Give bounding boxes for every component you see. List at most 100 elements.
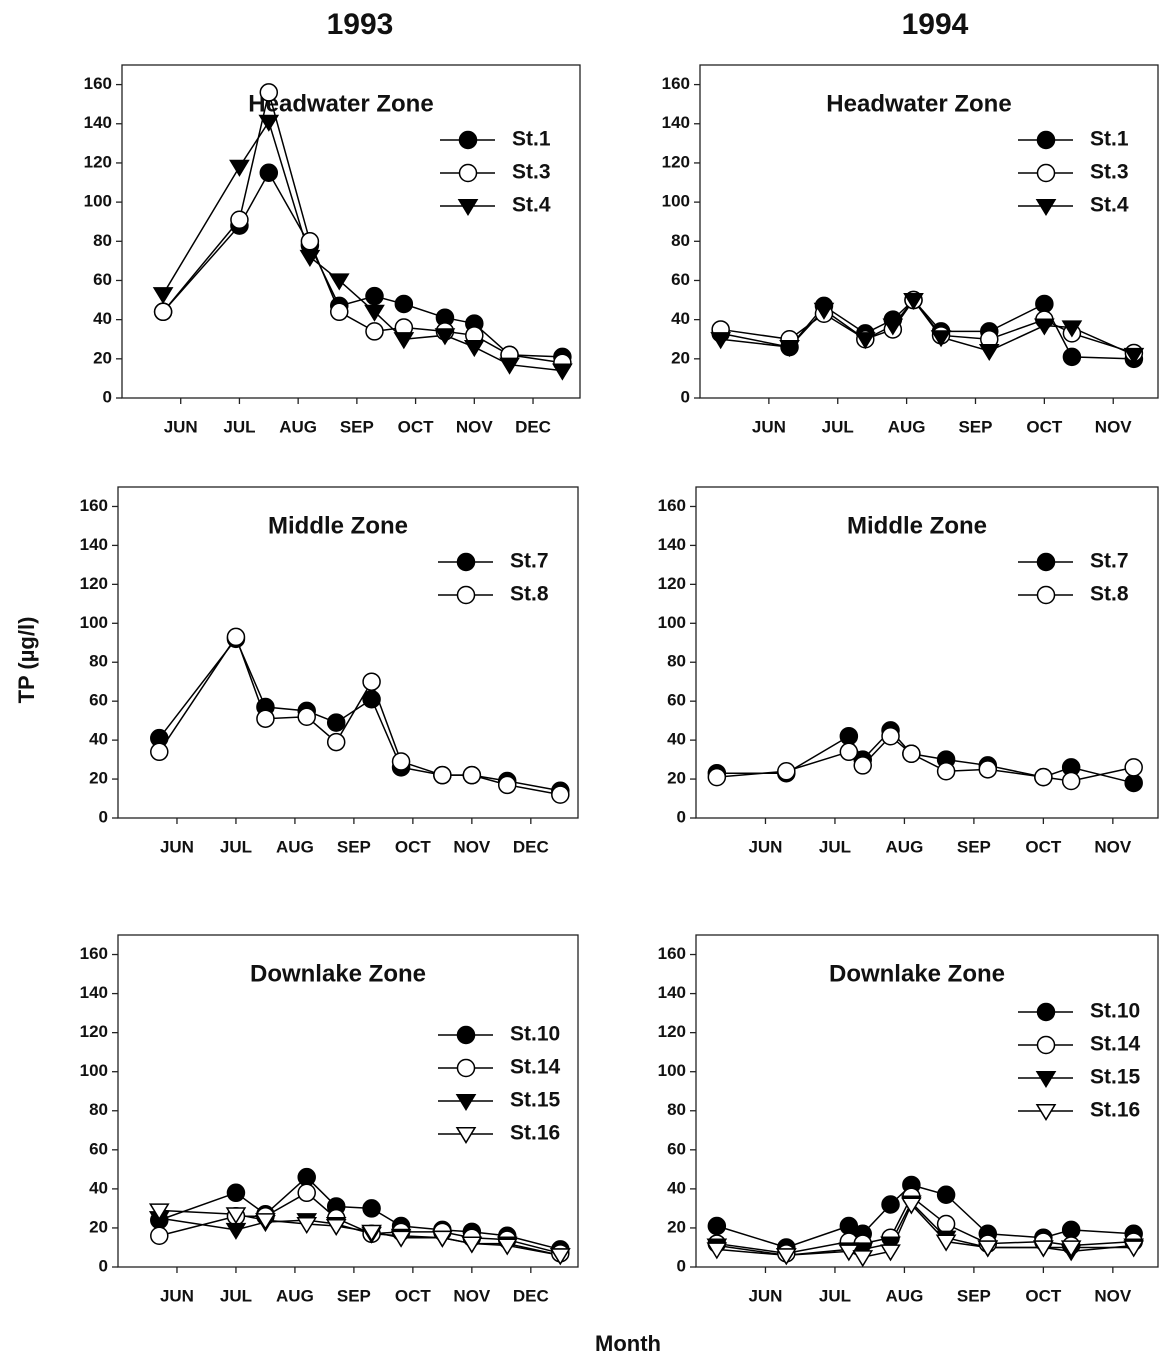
- marker: [362, 689, 381, 709]
- legend-marker: [456, 1025, 476, 1045]
- marker: [258, 114, 280, 132]
- marker: [551, 785, 570, 804]
- x-tick-label: OCT: [395, 1286, 432, 1305]
- marker: [552, 363, 573, 381]
- y-tick-label: 160: [84, 74, 112, 93]
- x-tick-label: SEP: [958, 417, 992, 436]
- x-tick-label: AUG: [886, 1286, 924, 1305]
- y-tick-label: 20: [89, 769, 108, 788]
- y-tick-label: 60: [89, 691, 108, 710]
- y-tick-label: 120: [662, 152, 690, 171]
- y-tick-label: 100: [662, 192, 690, 211]
- legend-label: St.14: [1090, 1033, 1141, 1056]
- marker: [390, 1230, 412, 1248]
- legend-marker: [455, 1093, 477, 1111]
- x-tick-label: AUG: [276, 1286, 314, 1305]
- y-tick-label: 40: [667, 1178, 686, 1197]
- marker: [935, 1234, 957, 1252]
- y-axis-label: TP (µg/l): [14, 617, 39, 704]
- x-tick-label: JUL: [819, 837, 851, 856]
- y-tick-label: 160: [80, 496, 108, 515]
- series-line: [162, 171, 563, 358]
- marker: [854, 332, 876, 350]
- x-tick-label: SEP: [340, 417, 374, 436]
- y-tick-label: 80: [667, 652, 686, 671]
- marker: [978, 760, 998, 779]
- legend-label: St.8: [1090, 583, 1129, 606]
- legend-label: St.4: [512, 194, 551, 217]
- x-tick-label: JUN: [160, 1286, 194, 1305]
- marker: [1034, 318, 1055, 336]
- panel-title: Headwater Zone: [826, 90, 1011, 117]
- x-tick-label: AUG: [886, 837, 924, 856]
- marker: [1035, 294, 1054, 314]
- y-tick-label: 120: [658, 1022, 686, 1041]
- marker: [881, 1195, 900, 1214]
- legend-label: St.8: [510, 583, 549, 606]
- legend-marker: [1035, 1070, 1057, 1088]
- plot-frame: [121, 64, 581, 399]
- legend-marker: [457, 198, 479, 216]
- marker: [365, 286, 384, 306]
- legend-label: St.10: [510, 1023, 560, 1046]
- marker: [230, 210, 249, 229]
- series-line: [162, 120, 563, 372]
- legend-label: St.16: [1090, 1099, 1140, 1122]
- x-tick-label: JUL: [223, 417, 255, 436]
- marker: [153, 302, 173, 322]
- plot-frame: [695, 934, 1159, 1268]
- legend-marker: [456, 552, 476, 572]
- marker: [328, 273, 350, 291]
- marker: [259, 83, 279, 102]
- marker: [1062, 347, 1082, 367]
- legend-label: St.15: [510, 1089, 561, 1112]
- marker: [433, 765, 452, 785]
- legend-label: St.14: [510, 1056, 561, 1079]
- plot-frame: [695, 486, 1159, 819]
- marker: [1061, 1220, 1081, 1240]
- marker: [499, 357, 520, 375]
- marker: [853, 756, 872, 775]
- legend-label: St.7: [1090, 550, 1129, 573]
- y-tick-label: 160: [658, 944, 686, 963]
- marker: [255, 1213, 276, 1231]
- y-tick-label: 160: [80, 944, 108, 963]
- x-tick-label: NOV: [453, 1286, 491, 1305]
- legend-label: St.10: [1090, 1000, 1140, 1023]
- y-tick-label: 120: [80, 1022, 108, 1041]
- marker: [1123, 347, 1145, 365]
- marker: [225, 1222, 247, 1240]
- x-tick-label: JUL: [819, 1286, 851, 1305]
- legend-marker: [1036, 1002, 1056, 1022]
- marker: [461, 1236, 483, 1254]
- marker: [882, 318, 904, 336]
- y-tick-label: 60: [671, 270, 690, 289]
- marker: [365, 322, 384, 341]
- legend-label: St.1: [1090, 128, 1129, 151]
- marker: [777, 762, 796, 781]
- x-tick-label: OCT: [1025, 1286, 1062, 1305]
- panel-title: Middle Zone: [847, 512, 987, 539]
- marker: [299, 249, 321, 267]
- y-tick-label: 0: [677, 1256, 686, 1275]
- y-tick-label: 20: [671, 348, 690, 367]
- legend-marker: [456, 1058, 476, 1078]
- y-tick-label: 100: [658, 1061, 686, 1080]
- marker: [838, 1244, 860, 1262]
- marker: [330, 302, 349, 322]
- plot-frame: [699, 64, 1159, 399]
- legend-label: St.3: [1090, 161, 1129, 184]
- legend-marker: [458, 163, 478, 183]
- y-tick-label: 40: [667, 730, 686, 749]
- x-axis-label: Month: [595, 1331, 661, 1356]
- marker: [1124, 773, 1143, 793]
- x-tick-label: SEP: [337, 837, 371, 856]
- marker: [936, 1185, 956, 1204]
- x-tick-label: OCT: [398, 417, 435, 436]
- y-tick-label: 20: [667, 769, 686, 788]
- marker: [325, 1218, 347, 1236]
- panel-title: Downlake Zone: [829, 960, 1005, 987]
- x-tick-label: NOV: [456, 417, 494, 436]
- y-tick-label: 140: [658, 983, 686, 1002]
